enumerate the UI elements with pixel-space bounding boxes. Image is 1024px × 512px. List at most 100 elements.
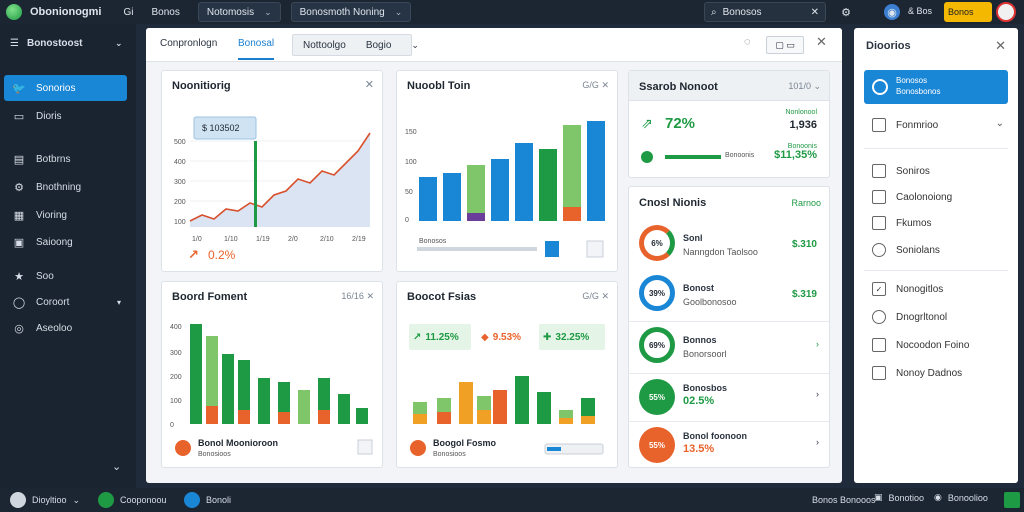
sidebar-item-aseoloo[interactable]: ◎ Aseoloo bbox=[4, 315, 127, 341]
bar bbox=[238, 360, 250, 424]
notification-icon[interactable] bbox=[1004, 492, 1020, 508]
sidebar-header[interactable]: ☰ Bonostoost ⌄ bbox=[10, 38, 123, 49]
sidebar-item-sonorios[interactable]: 🐦 Sonorios bbox=[4, 75, 127, 101]
sidebar-item-bnothning[interactable]: ⚙ Bnothning bbox=[4, 174, 127, 200]
list-item-value: $.319 bbox=[791, 289, 817, 300]
progress-ring: 55% bbox=[639, 379, 675, 415]
sidebar-item-coroort[interactable]: ◯ Coroort ▾ bbox=[4, 289, 127, 315]
close-icon[interactable]: ✕ bbox=[810, 6, 819, 18]
close-icon[interactable]: ✕ bbox=[366, 291, 374, 301]
summary-card: Ssarob Nonoot 101/0 ⌄ ⇗ 72% Nonlonool 1,… bbox=[628, 70, 830, 178]
info-icon[interactable]: ◌ bbox=[744, 36, 751, 48]
top-dropdown-1[interactable]: Notomosis ⌄ bbox=[197, 2, 281, 22]
tab-dropdown[interactable]: Nottoolgo Bogio ⌄ bbox=[292, 34, 419, 56]
bar-segment bbox=[563, 207, 581, 221]
taskbar-status-3[interactable]: ◉ Bonoolioo bbox=[934, 492, 988, 503]
sidebar-item-label: Botbrns bbox=[36, 153, 71, 165]
avatar[interactable] bbox=[996, 2, 1016, 22]
top-dropdown-2[interactable]: Bonosmoth Noning ⌄ bbox=[290, 2, 412, 22]
sidebar-item-saioong[interactable]: ▣ Saioong bbox=[4, 229, 127, 255]
bar-segment bbox=[581, 416, 595, 424]
circle-icon: ◯ bbox=[12, 296, 26, 309]
globe-icon[interactable]: ◉ bbox=[884, 4, 900, 20]
card-tools-label: G/G bbox=[582, 80, 599, 90]
panel-item-fkumos[interactable]: Fkumos bbox=[872, 216, 932, 230]
taskbar-label: Bonotioo bbox=[888, 492, 925, 503]
view-toggle-button[interactable]: ▢ ▭ bbox=[766, 36, 804, 54]
sidebar-item-label: Bnothning bbox=[36, 181, 82, 193]
y-tick-label: 50 bbox=[405, 189, 413, 196]
app-icon bbox=[98, 492, 114, 508]
bar-chart-1: 0 50 100 150 Bonosos bbox=[405, 121, 605, 258]
panel-item-active[interactable]: Bonosos Bonosbonos bbox=[864, 70, 1008, 104]
taskbar-item-1[interactable]: Dioyltioo ⌄ bbox=[10, 492, 80, 508]
bar bbox=[493, 390, 507, 424]
taskbar-status-1[interactable]: Bonos Bonooos bbox=[812, 495, 876, 505]
panel-item-label: Nonogitlos bbox=[896, 283, 944, 295]
settings-icon[interactable]: ⚙ bbox=[841, 6, 851, 19]
taskbar-status-2[interactable]: ▣ Bonotioo bbox=[874, 492, 924, 503]
panel-item-dnogrltonol[interactable]: Dnogrltonol bbox=[872, 310, 947, 324]
divider bbox=[629, 373, 829, 374]
chevron-down-icon: ⌄ bbox=[72, 494, 81, 505]
pen-icon bbox=[872, 310, 886, 324]
y-tick-label: 150 bbox=[405, 129, 417, 136]
bar bbox=[419, 177, 437, 221]
taskbar: Dioyltioo ⌄ Cooponoou Bonoli Bonos Bonoo… bbox=[0, 488, 1024, 512]
panel-item-fonmrioo[interactable]: Fonmrioo bbox=[872, 118, 938, 132]
card-tools[interactable]: G/G ✕ bbox=[582, 291, 609, 302]
bar-segment bbox=[413, 414, 427, 424]
tab-bonosal[interactable]: Bonosal bbox=[238, 38, 275, 60]
search-input[interactable]: ⌕ Bonosos ✕ bbox=[704, 2, 826, 22]
sidebar-item-vioring[interactable]: ▦ Vioring bbox=[4, 202, 127, 228]
panel-item-nonoy-dadnos[interactable]: Nonoy Dadnos bbox=[872, 366, 962, 380]
footer-sub: Bonosioos bbox=[198, 451, 231, 458]
chevron-down-icon[interactable] bbox=[586, 240, 604, 258]
y-tick-label: 200 bbox=[174, 199, 186, 206]
panel-item-soniolans[interactable]: Soniolans bbox=[872, 243, 940, 257]
footer-select[interactable] bbox=[544, 443, 604, 455]
card-tools[interactable]: 101/0 ⌄ bbox=[788, 81, 821, 91]
taskbar-item-3[interactable]: Bonoli bbox=[184, 492, 231, 508]
status-badge[interactable]: Bonos bbox=[944, 2, 992, 22]
chevron-down-icon[interactable]: ⌄ bbox=[112, 461, 122, 473]
x-tick-label: 2/0 bbox=[288, 236, 298, 243]
sidebar-item-dioris[interactable]: ▭ Dioris bbox=[4, 103, 127, 129]
card-title: Nuoobl Toin bbox=[407, 80, 471, 92]
card-tools-label[interactable]: Rarnoo bbox=[791, 198, 821, 208]
tab-conpronlogn[interactable]: Conpronlogn bbox=[160, 38, 218, 49]
card-tools[interactable]: 16/16 ✕ bbox=[341, 291, 374, 302]
y-tick-label: 300 bbox=[174, 179, 186, 186]
chevron-right-icon[interactable]: › bbox=[816, 437, 819, 447]
close-icon[interactable]: ✕ bbox=[364, 79, 374, 91]
taskbar-item-2[interactable]: Cooponoou bbox=[98, 492, 167, 508]
sidebar-item-soo[interactable]: ★ Soo bbox=[4, 263, 127, 289]
panel-item-nonogitlos[interactable]: ✓ Nonogitlos bbox=[872, 282, 943, 296]
bar bbox=[537, 392, 551, 424]
layout-icon: ▦ bbox=[13, 209, 25, 222]
bar bbox=[222, 354, 234, 424]
menu-item[interactable]: Gi bbox=[123, 6, 134, 18]
panel-item-label: Nonoy Dadnos bbox=[896, 367, 963, 379]
chevron-down-icon: ⌄ bbox=[394, 6, 403, 17]
menu-item-2[interactable]: Bonos bbox=[151, 6, 180, 18]
sidebar-item-botbrns[interactable]: ▤ Botbrns bbox=[4, 146, 127, 172]
close-icon[interactable]: ✕ bbox=[995, 38, 1006, 53]
close-icon[interactable]: ✕ bbox=[601, 80, 609, 90]
close-icon[interactable]: ✕ bbox=[816, 34, 827, 49]
panel-item-soniros[interactable]: Soniros bbox=[872, 164, 930, 178]
footer-label: Bonosos bbox=[419, 238, 447, 245]
panel-item-caolonoiong[interactable]: Caolonoiong bbox=[872, 190, 952, 204]
chevron-down-icon[interactable]: ⌄ bbox=[995, 118, 1004, 129]
close-icon[interactable]: ✕ bbox=[601, 291, 609, 301]
x-tick-label: 1/0 bbox=[192, 236, 202, 243]
chevron-right-icon[interactable]: › bbox=[816, 339, 819, 349]
chevron-right-icon[interactable]: › bbox=[816, 389, 819, 399]
y-tick-label: 500 bbox=[174, 139, 186, 146]
metric-value: 72% bbox=[665, 115, 696, 132]
card-tools[interactable]: G/G ✕ bbox=[582, 80, 609, 91]
chevron-down-icon[interactable] bbox=[357, 439, 373, 455]
panel-item-nocoodon-foino[interactable]: Nocoodon Foino bbox=[872, 338, 969, 352]
chevron-down-icon: ⌄ bbox=[115, 38, 123, 48]
search-icon: ⌕ bbox=[711, 6, 717, 18]
